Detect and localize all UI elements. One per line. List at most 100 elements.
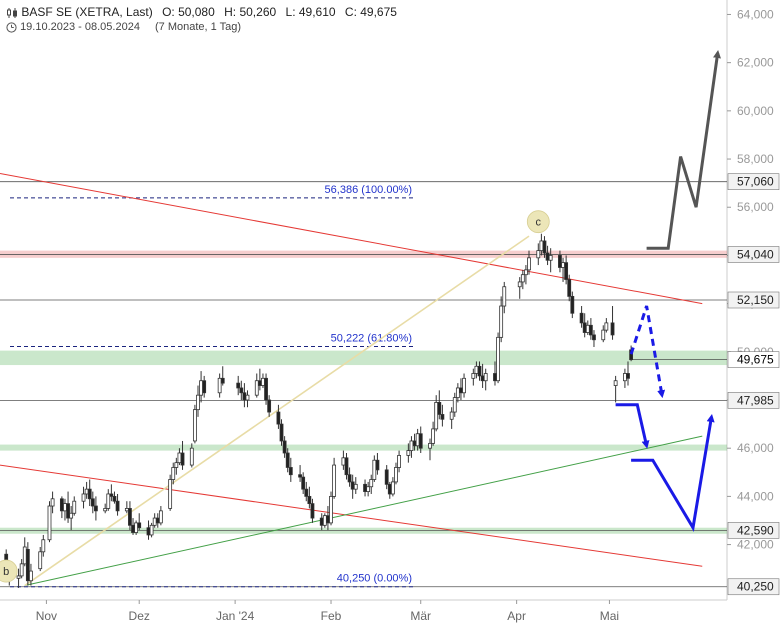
wave-label: b: [0, 559, 18, 583]
candle: [613, 375, 618, 403]
candle: [524, 265, 528, 285]
last-price-badge-text: 49,675: [737, 353, 774, 367]
price-level-badge: 54,040: [727, 246, 780, 263]
candle: [16, 568, 21, 588]
candle: [90, 491, 95, 514]
candle: [588, 318, 593, 340]
candle: [158, 506, 163, 526]
y-tick-label: 56,000: [737, 200, 774, 214]
period-label: (7 Monate, 1 Tag): [155, 21, 242, 33]
candle: [567, 274, 572, 302]
wave-label-text: b: [3, 566, 9, 578]
candle: [517, 277, 522, 299]
candle: [520, 269, 525, 290]
scenario-path: [631, 413, 715, 532]
candle: [196, 385, 200, 417]
candle: [329, 491, 333, 526]
candle: [267, 395, 272, 417]
fibonacci-label: 40,250 (0.00%): [337, 573, 412, 585]
price-level-badge-text: 47,985: [737, 393, 774, 407]
candle: [406, 443, 411, 463]
open-value: O: 50,080: [162, 5, 215, 19]
candle: [434, 395, 439, 432]
candle: [134, 520, 139, 535]
candle: [604, 318, 609, 333]
candle: [202, 375, 207, 398]
candle: [41, 534, 46, 557]
fibonacci-label: 50,222 (61.80%): [331, 332, 412, 344]
candle: [440, 404, 445, 427]
x-tick-label: Feb: [321, 609, 342, 623]
candle: [276, 404, 281, 429]
candle: [502, 281, 507, 314]
high-value: H: 50,260: [224, 5, 277, 19]
price-level-badge-text: 40,250: [737, 580, 774, 594]
price-level-badge: 40,250: [727, 578, 780, 596]
candle: [626, 361, 630, 386]
candle: [548, 248, 553, 273]
candle: [579, 306, 584, 328]
candle: [394, 462, 398, 485]
candle: [25, 542, 30, 586]
fibonacci-label: 56,386 (100.00%): [325, 184, 412, 196]
candle: [471, 368, 476, 386]
candle: [94, 496, 98, 521]
candle: [418, 426, 423, 454]
low-value: L: 49,610: [285, 5, 336, 19]
y-tick-label: 60,000: [737, 104, 774, 118]
candle: [264, 373, 268, 405]
candle: [310, 498, 315, 523]
candle: [375, 453, 380, 475]
x-tick-label: Mai: [600, 609, 619, 623]
candle: [610, 306, 615, 340]
candle: [239, 380, 244, 400]
chart-period: 19.10.2023 - 08.05.2024 (7 Monate, 1 Tag…: [6, 21, 247, 33]
support-resistance-zone: [0, 350, 727, 366]
support-resistance-zone: [0, 444, 727, 451]
candle: [452, 392, 457, 417]
candle: [332, 457, 337, 499]
candle: [298, 465, 302, 482]
price-level-badge-text: 57,060: [737, 175, 774, 189]
candle: [570, 291, 575, 319]
price-level-badge-text: 42,590: [737, 523, 774, 537]
candle: [449, 407, 454, 429]
price-level-badge: 47,985: [727, 392, 780, 409]
y-tick-label: 64,000: [737, 7, 774, 21]
price-level-badge: 52,150: [727, 291, 780, 309]
y-tick-label: 58,000: [737, 152, 774, 166]
candle: [353, 477, 358, 494]
x-tick-label: Nov: [36, 609, 57, 623]
scenario-path: [629, 305, 666, 399]
candle: [171, 462, 176, 485]
candle: [384, 465, 389, 490]
candle: [217, 373, 222, 398]
candle: [128, 501, 132, 531]
y-tick-label: 42,000: [737, 538, 774, 552]
candle: [103, 503, 108, 514]
candle: [38, 546, 43, 572]
candle: [304, 481, 309, 502]
candle: [87, 479, 92, 507]
y-tick-label: 44,000: [737, 489, 774, 503]
candle: [81, 486, 86, 509]
candle: [29, 563, 33, 586]
symbol-name: BASF SE (XETRA, Last): [21, 5, 153, 19]
x-tick-label: Jan '24: [216, 609, 255, 623]
candle: [109, 484, 114, 502]
candle: [527, 250, 531, 275]
chart-header: BASF SE (XETRA, Last) O: 50,080 H: 50,26…: [6, 5, 403, 19]
candle: [66, 491, 70, 523]
candle: [431, 421, 436, 446]
candle: [542, 236, 547, 258]
candle: [499, 296, 504, 343]
clock-icon[interactable]: [6, 22, 17, 33]
candlestick-icon[interactable]: [6, 7, 18, 19]
scenario-path: [646, 50, 721, 250]
wave-label: c: [526, 210, 550, 234]
candle: [301, 472, 306, 494]
candle: [106, 489, 111, 511]
candle: [344, 453, 349, 480]
candle: [112, 491, 117, 504]
